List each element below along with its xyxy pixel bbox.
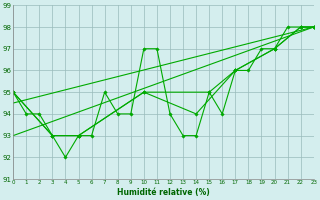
X-axis label: Humidité relative (%): Humidité relative (%) xyxy=(117,188,210,197)
